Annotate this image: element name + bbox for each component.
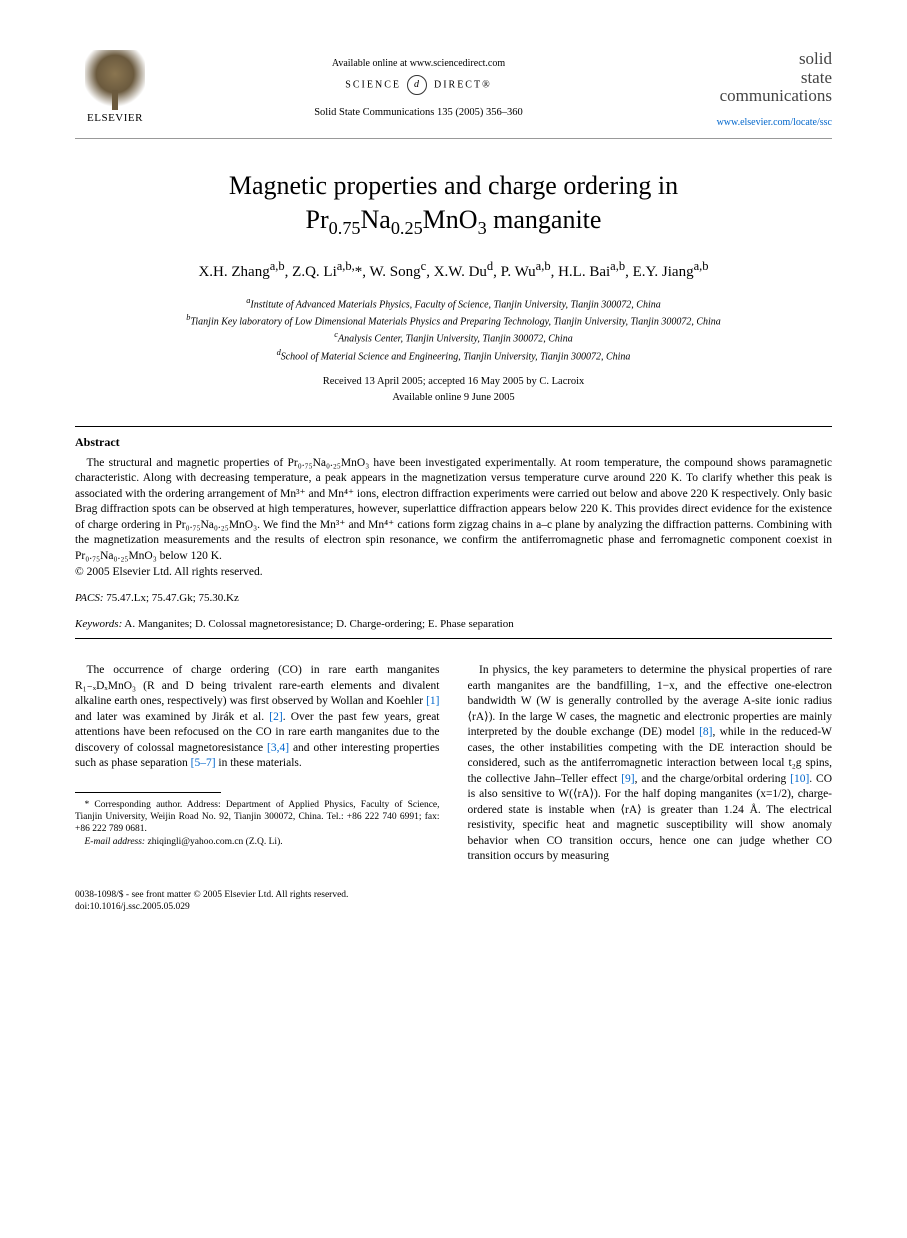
title-suffix: manganite [487,205,602,234]
sciencedirect-logo: SCIENCE d DIRECT® [155,75,682,95]
received-date: Received 13 April 2005; accepted 16 May … [323,376,585,387]
footnote-separator [75,792,221,793]
available-online-text: Available online at www.sciencedirect.co… [155,58,682,69]
pacs-label: PACS: [75,592,104,604]
author-list: X.H. Zhanga,b, Z.Q. Lia,b,*, W. Songc, X… [75,259,832,281]
pacs-codes: 75.47.Lx; 75.47.Gk; 75.30.Kz [104,592,239,604]
footer-copyright: 0038-1098/$ - see front matter © 2005 El… [75,890,348,900]
page-footer: 0038-1098/$ - see front matter © 2005 El… [75,889,832,914]
sd-brand-left: SCIENCE [345,79,401,90]
pacs-line: PACS: 75.47.Lx; 75.47.Gk; 75.30.Kz [75,592,832,604]
abstract-bottom-rule [75,638,832,639]
publication-dates: Received 13 April 2005; accepted 16 May … [75,374,832,406]
affiliation-c: Analysis Center, Tianjin University, Tia… [338,334,573,345]
right-column: In physics, the key parameters to determ… [468,663,833,865]
title-sub3: 3 [478,218,487,238]
title-line1: Magnetic properties and charge ordering … [229,171,678,200]
keywords-text: A. Manganites; D. Colossal magnetoresist… [122,618,513,630]
title-sub1: 0.75 [329,218,361,238]
publisher-logo: ELSEVIER [75,50,155,130]
left-column: The occurrence of charge ordering (CO) i… [75,663,440,865]
journal-url-link[interactable]: www.elsevier.com/locate/ssc [717,117,832,128]
publisher-name: ELSEVIER [87,112,143,124]
footer-doi: doi:10.1016/j.ssc.2005.05.029 [75,902,190,912]
journal-name-l2: state [801,68,832,87]
abstract-top-rule [75,426,832,427]
journal-reference: Solid State Communications 135 (2005) 35… [155,107,682,118]
abstract-text: The structural and magnetic properties o… [75,456,832,565]
body-col1-p1: The occurrence of charge ordering (CO) i… [75,663,440,772]
page-root: ELSEVIER Available online at www.science… [0,0,907,954]
abstract-copyright: © 2005 Elsevier Ltd. All rights reserved… [75,566,832,578]
email-value: zhiqingli@yahoo.com.cn (Z.Q. Li). [145,837,283,847]
body-columns: The occurrence of charge ordering (CO) i… [75,663,832,865]
title-mid2: MnO [423,205,478,234]
keywords-line: Keywords: A. Manganites; D. Colossal mag… [75,618,832,630]
title-mid1: Na [361,205,391,234]
journal-name: solid state communications [682,50,832,106]
email-footnote: E-mail address: zhiqingli@yahoo.com.cn (… [75,836,440,848]
abstract-heading: Abstract [75,435,832,450]
header-rule [75,138,832,139]
keywords-label: Keywords: [75,618,122,630]
journal-name-l3: communications [720,86,832,105]
page-header: ELSEVIER Available online at www.science… [75,50,832,130]
title-formula-prefix: Pr [306,205,329,234]
center-header: Available online at www.sciencedirect.co… [155,50,682,130]
sd-d-icon: d [407,75,427,95]
title-sub2: 0.25 [391,218,423,238]
elsevier-tree-icon [85,50,145,110]
article-title: Magnetic properties and charge ordering … [75,169,832,241]
affiliations: aInstitute of Advanced Materials Physics… [75,295,832,364]
corresponding-author-footnote: * Corresponding author. Address: Departm… [75,799,440,836]
email-label: E-mail address: [85,837,146,847]
affiliation-a: Institute of Advanced Materials Physics,… [250,299,660,310]
affiliation-b: Tianjin Key laboratory of Low Dimensiona… [190,316,720,327]
affiliation-d: School of Material Science and Engineeri… [281,351,631,362]
journal-name-l1: solid [799,49,832,68]
body-col2-p1: In physics, the key parameters to determ… [468,663,833,865]
journal-box: solid state communications www.elsevier.… [682,50,832,130]
online-date: Available online 9 June 2005 [392,392,514,403]
sd-brand-right: DIRECT® [434,79,492,90]
